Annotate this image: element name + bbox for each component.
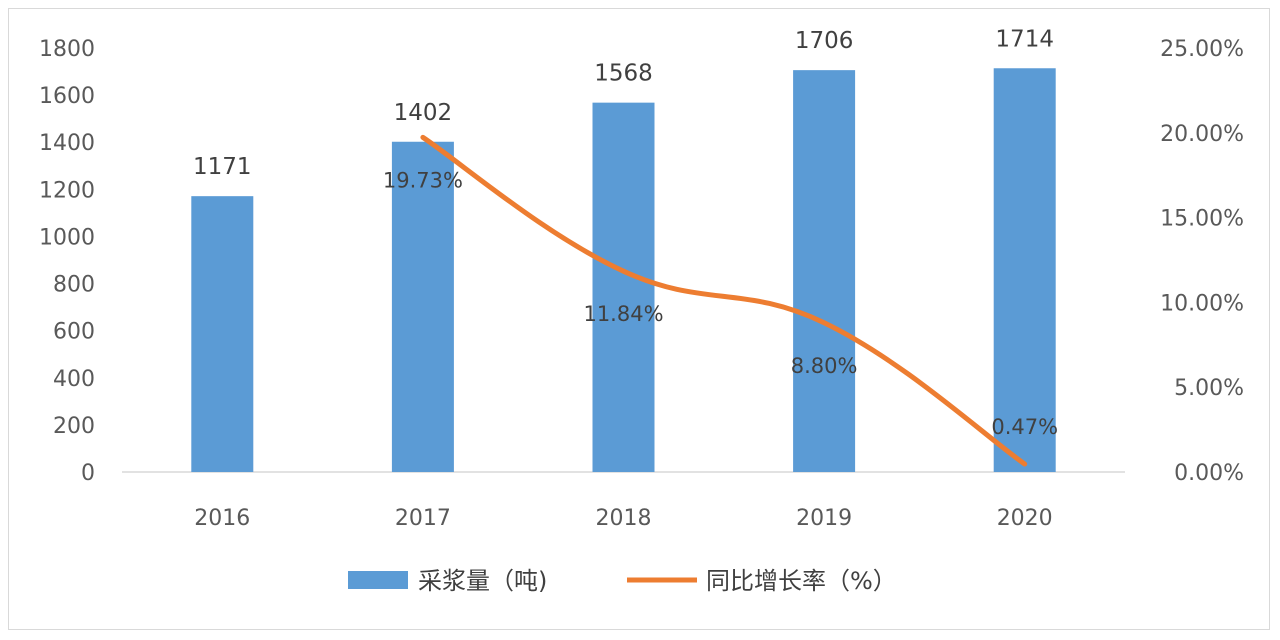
right-tick-label: 25.00% [1160, 37, 1244, 62]
line-label-2017: 19.73% [383, 168, 463, 192]
left-tick-label: 200 [53, 414, 95, 439]
line-data-labels: 19.73% 11.84% 8.80% 0.47% [383, 168, 1058, 439]
legend: 采浆量（吨) 同比增长率（%） [348, 567, 897, 595]
left-tick-label: 400 [53, 367, 95, 392]
bar-label-2017: 1402 [394, 100, 453, 126]
right-tick-label: 15.00% [1160, 207, 1244, 232]
right-tick-label: 0.00% [1174, 461, 1244, 486]
bar-label-2018: 1568 [594, 61, 653, 87]
bar-2020 [993, 68, 1056, 472]
bar-label-2020: 1714 [995, 26, 1054, 52]
left-tick-label: 1200 [39, 178, 95, 203]
left-tick-label: 600 [53, 320, 95, 345]
left-tick-label: 1000 [39, 225, 95, 250]
x-tick-label: 2016 [194, 506, 250, 531]
legend-swatch-bar [348, 571, 408, 589]
line-label-2018: 11.84% [583, 302, 663, 326]
bar-series [191, 68, 1056, 473]
bar-data-labels: 1171 1402 1568 1706 1714 [193, 26, 1054, 180]
line-label-2019: 8.80% [791, 354, 858, 378]
right-tick-label: 20.00% [1160, 122, 1244, 147]
x-tick-label: 2017 [395, 506, 451, 531]
left-tick-label: 0 [81, 461, 95, 486]
x-tick-label: 2019 [796, 506, 852, 531]
bar-2019 [793, 70, 856, 473]
bar-label-2016: 1171 [193, 154, 252, 180]
legend-label-bar: 采浆量（吨) [418, 567, 547, 595]
bar-2016 [191, 196, 254, 473]
bar-2017 [391, 141, 454, 473]
right-tick-label: 5.00% [1174, 376, 1244, 401]
growth-rate-line [420, 134, 1028, 467]
right-axis-ticks: 0.00% 5.00% 10.00% 15.00% 20.00% 25.00% [1160, 37, 1244, 486]
left-tick-label: 1800 [39, 37, 95, 62]
right-tick-label: 10.00% [1160, 291, 1244, 316]
x-tick-label: 2018 [596, 506, 652, 531]
x-tick-label: 2020 [997, 506, 1053, 531]
left-axis-ticks: 0 200 400 600 800 1000 1200 1400 1600 1800 [39, 37, 95, 486]
left-tick-label: 800 [53, 273, 95, 298]
legend-label-line: 同比增长率（%） [706, 567, 897, 595]
left-tick-label: 1400 [39, 131, 95, 156]
bar-2018 [592, 102, 655, 472]
x-axis-ticks: 2016 2017 2018 2019 2020 [194, 506, 1052, 531]
line-label-2020: 0.47% [991, 415, 1058, 439]
left-tick-label: 1600 [39, 84, 95, 109]
bar-label-2019: 1706 [795, 28, 854, 54]
